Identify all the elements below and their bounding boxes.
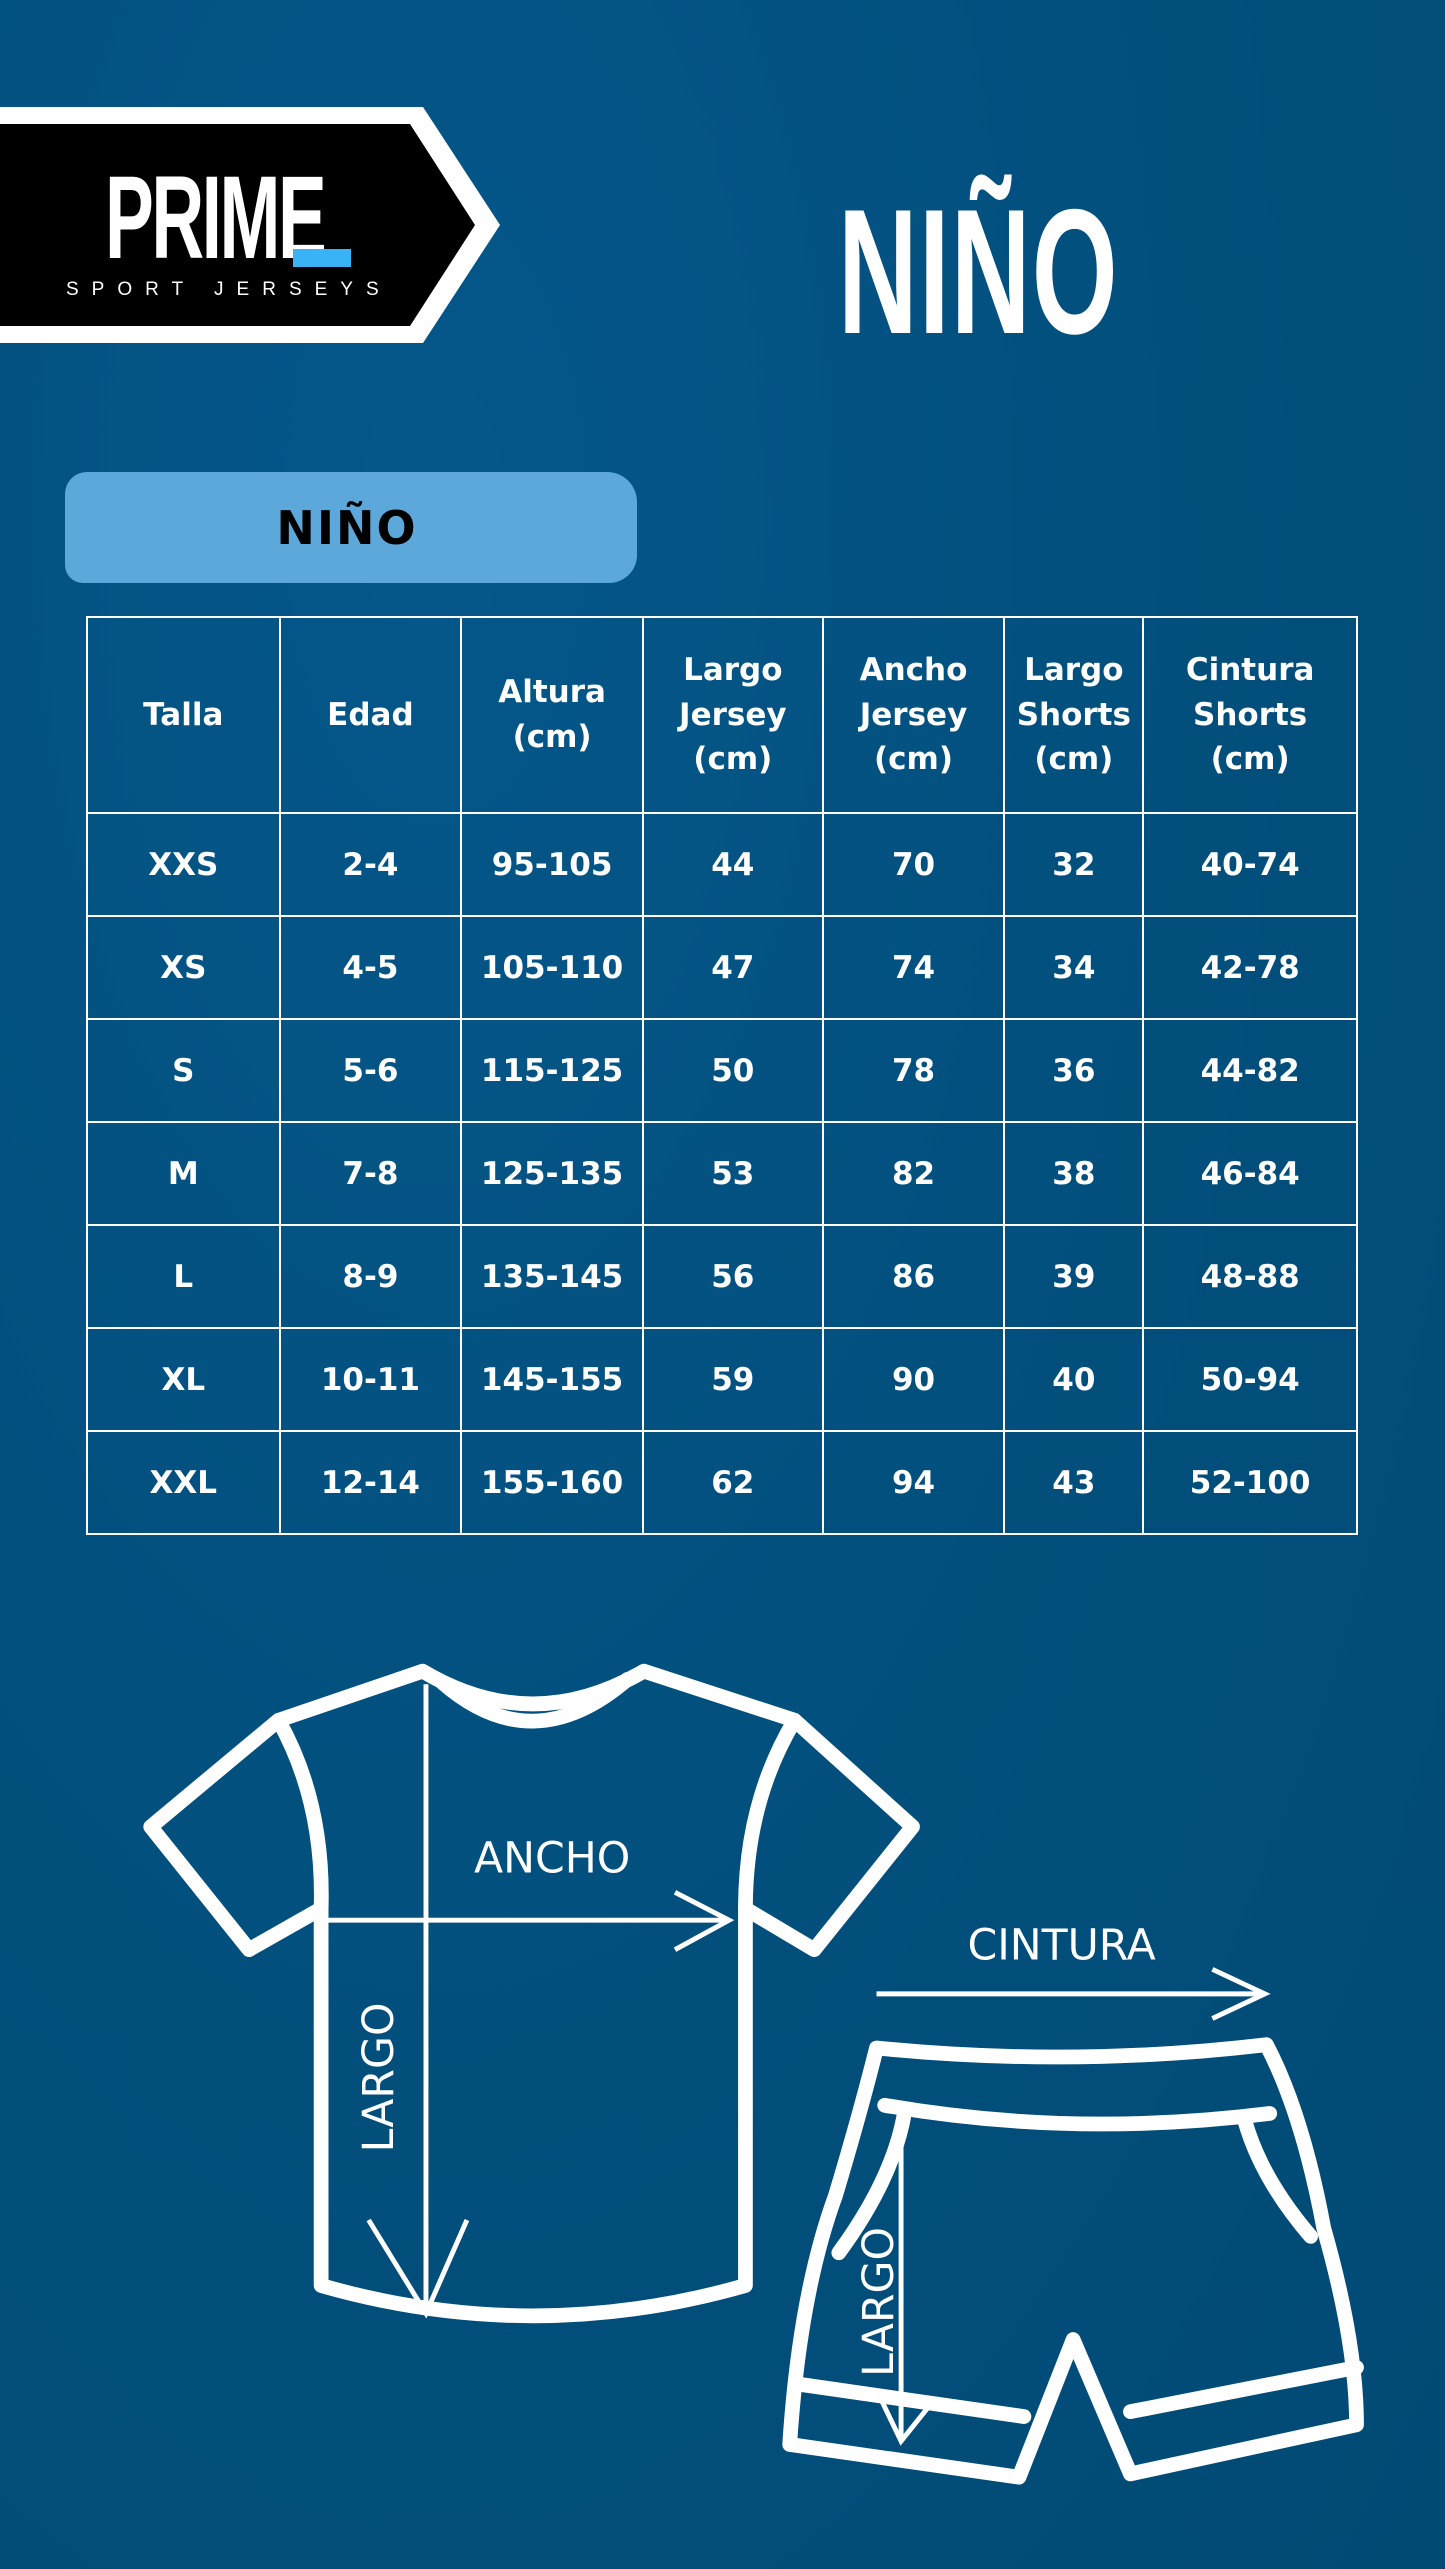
column-header: Largo Jersey (cm) (641, 616, 824, 814)
table-row: XL 10-11 145-155 59 90 40 50-94 (86, 1327, 1358, 1432)
ancho-arrowhead (673, 1890, 735, 1952)
table-row: XS 4-5 105-110 47 74 34 42-78 (86, 915, 1358, 1020)
table-row: M 7-8 125-135 53 82 38 46-84 (86, 1121, 1358, 1226)
table-cell: 2-4 (278, 812, 463, 917)
table-row: XXL 12-14 155-160 62 94 43 52-100 (86, 1430, 1358, 1535)
table-cell: 95-105 (460, 812, 644, 917)
shorts-largo-label: LARGO (854, 2227, 904, 2377)
ancho-label: ANCHO (474, 1834, 630, 1884)
table-cell: 135-145 (460, 1224, 644, 1329)
column-header: Talla (86, 616, 281, 814)
section-badge: NIÑO (65, 472, 637, 583)
table-cell: 74 (821, 915, 1006, 1020)
table-cell: 82 (821, 1121, 1006, 1226)
jersey-collar (434, 1671, 635, 1729)
table-cell: 155-160 (460, 1430, 644, 1535)
jersey-right-seam (738, 1712, 802, 1917)
column-header: Cintura Shorts (cm) (1142, 616, 1358, 814)
table-cell: 50-94 (1142, 1327, 1358, 1432)
brand-name: PRIME (105, 152, 327, 284)
column-header: Altura (cm) (460, 616, 644, 814)
table-cell: 38 (1003, 1121, 1145, 1226)
table-cell: 4-5 (278, 915, 463, 1020)
table-cell: 47 (641, 915, 824, 1020)
column-header: Edad (278, 616, 463, 814)
table-cell: 94 (821, 1430, 1006, 1535)
table-cell: 34 (1003, 915, 1145, 1020)
table-cell: 50 (641, 1018, 824, 1123)
table-cell: 52-100 (1142, 1430, 1358, 1535)
table-cell: 62 (641, 1430, 824, 1535)
table-cell: 8-9 (278, 1224, 463, 1329)
table-cell: 39 (1003, 1224, 1145, 1329)
shorts-right-hem (1123, 2360, 1364, 2420)
table-cell: 7-8 (278, 1121, 463, 1226)
table-cell: 46-84 (1142, 1121, 1358, 1226)
column-header: Largo Shorts (cm) (1003, 616, 1145, 814)
table-cell: 70 (821, 812, 1006, 917)
table-cell: XXS (86, 812, 281, 917)
cintura-label: CINTURA (967, 1920, 1155, 1970)
jersey-largo-arrowhead (366, 2218, 470, 2319)
table-cell: 12-14 (278, 1430, 463, 1535)
jersey-largo-label: LARGO (354, 2002, 404, 2152)
table-cell: 10-11 (278, 1327, 463, 1432)
brand-logo: PRIME SPORT JERSEYS (0, 107, 500, 343)
table-cell: XXL (86, 1430, 281, 1535)
table-cell: 44-82 (1142, 1018, 1358, 1123)
table-cell: 86 (821, 1224, 1006, 1329)
size-table: Talla Edad Altura (cm) Largo Jersey (cm) Anc… (86, 616, 1358, 1535)
table-row: L 8-9 135-145 56 86 39 48-88 (86, 1224, 1358, 1329)
shorts-right-pocket (1237, 2114, 1319, 2244)
table-cell: 56 (641, 1224, 824, 1329)
table-cell: M (86, 1121, 281, 1226)
shorts-waistband (877, 2097, 1278, 2132)
table-cell: 90 (821, 1327, 1006, 1432)
table-cell: 40 (1003, 1327, 1145, 1432)
section-badge-label: NIÑO (276, 500, 418, 555)
table-cell: 145-155 (460, 1327, 644, 1432)
table-cell: 115-125 (460, 1018, 644, 1123)
table-cell: 40-74 (1142, 812, 1358, 917)
table-cell: 53 (641, 1121, 824, 1226)
table-cell: 32 (1003, 812, 1145, 917)
table-cell: 43 (1003, 1430, 1145, 1535)
jersey-outline (143, 1663, 920, 2324)
brand-tagline: SPORT JERSEYS (66, 279, 392, 300)
table-cell: L (86, 1224, 281, 1329)
table-cell: 78 (821, 1018, 1006, 1123)
shorts-outline (782, 2037, 1364, 2485)
cintura-arrowhead (1211, 1967, 1271, 2021)
table-cell: S (86, 1018, 281, 1123)
shorts-left-hem (788, 2376, 1032, 2424)
table-cell: 105-110 (460, 915, 644, 1020)
table-cell: 44 (641, 812, 824, 917)
page-title: NIÑO (838, 172, 1119, 371)
table-row: XXS 2-4 95-105 44 70 32 40-74 (86, 812, 1358, 917)
table-cell: 48-88 (1142, 1224, 1358, 1329)
shorts-largo-arrowhead (879, 2398, 936, 2446)
table-cell: 5-6 (278, 1018, 463, 1123)
table-cell: 125-135 (460, 1121, 644, 1226)
table-cell: 36 (1003, 1018, 1145, 1123)
brand-accent-bar (293, 249, 351, 267)
table-row: S 5-6 115-125 50 78 36 44-82 (86, 1018, 1358, 1123)
table-cell: 59 (641, 1327, 824, 1432)
table-cell: XS (86, 915, 281, 1020)
column-header: Ancho Jersey (cm) (821, 616, 1006, 814)
table-cell: 42-78 (1142, 915, 1358, 1020)
table-cell: XL (86, 1327, 281, 1432)
jersey-left-seam (271, 1712, 329, 1917)
